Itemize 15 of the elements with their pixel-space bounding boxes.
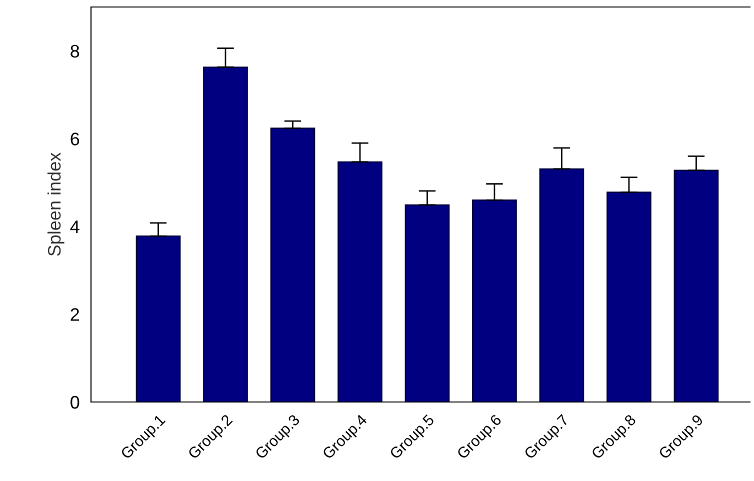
y-tick-label: 8 xyxy=(70,44,80,58)
y-tick-label: 6 xyxy=(70,132,80,146)
bar xyxy=(539,168,584,402)
y-tick-label: 0 xyxy=(70,396,80,409)
y-tick-label: 4 xyxy=(70,220,80,233)
bar xyxy=(404,204,450,402)
y-tick-label: 2 xyxy=(70,308,79,321)
bar xyxy=(338,161,382,402)
y-axis-title: Spleen index xyxy=(47,152,64,256)
bar xyxy=(472,200,517,402)
bar xyxy=(270,128,316,402)
bar xyxy=(203,66,248,402)
bar xyxy=(136,236,181,402)
bar xyxy=(674,170,719,402)
bar xyxy=(606,192,652,402)
